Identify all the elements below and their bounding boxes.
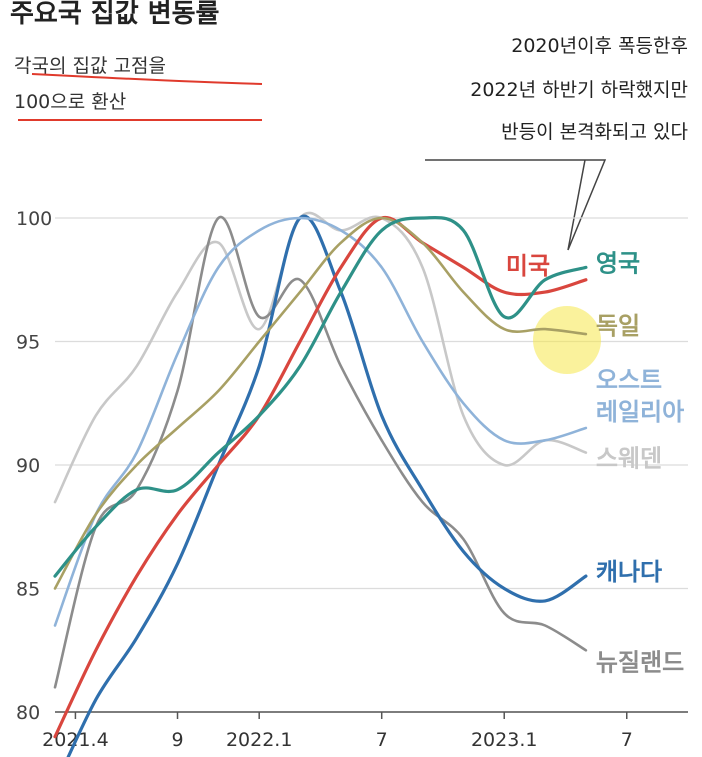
series-label: 영국: [596, 249, 640, 277]
chart-title: 주요국 집값 변동률: [10, 0, 220, 29]
annotation-line-2: 2022년 하반기 하락했지만: [470, 79, 688, 101]
series-line-3: [53, 216, 588, 627]
subtitle-underline-1: [31, 73, 263, 85]
series-label: 스웨덴: [596, 445, 662, 473]
annotation-callout-line: [425, 159, 607, 251]
y-tick-label: 100: [16, 208, 52, 230]
y-tick-label: 80: [16, 702, 40, 724]
x-tick-label: 7: [376, 729, 388, 751]
series-line-0: [53, 211, 588, 504]
chart-subtitle-line-2: 100으로 환산: [14, 91, 126, 113]
series-label: 레일리아: [596, 398, 684, 426]
annotation-line-1: 2020년이후 폭등한후: [511, 35, 688, 57]
y-tick-label: 85: [16, 579, 40, 601]
cursor-highlight: [533, 306, 601, 374]
annotation-line-3: 반등이 본격화되고 있다: [501, 121, 688, 143]
series-line-6: [53, 215, 588, 578]
chart-subtitle-line-1: 각국의 집값 고점을: [14, 55, 166, 77]
series-label: 오스트: [596, 366, 662, 394]
series-label: 뉴질랜드: [596, 648, 684, 676]
series-label: 캐나다: [596, 558, 662, 586]
series-label: 독일: [596, 312, 640, 340]
series-line-1: [53, 215, 588, 689]
series-line-4: [53, 215, 588, 739]
x-tick-label: 2023.1: [471, 729, 537, 751]
y-tick-label: 95: [16, 332, 40, 354]
series-line-2: [66, 214, 588, 757]
series-lines: [53, 211, 588, 757]
x-tick-label: 2022.1: [226, 729, 292, 751]
x-tick-label: 7: [621, 729, 633, 751]
series-label: 미국: [506, 252, 550, 280]
series-line-5: [53, 216, 588, 590]
y-tick-label: 90: [16, 455, 40, 477]
chart-header: 주요국 집값 변동률 각국의 집값 고점을 100으로 환산 2020년이후 폭…: [10, 0, 688, 251]
x-tick-label: 9: [171, 729, 183, 751]
